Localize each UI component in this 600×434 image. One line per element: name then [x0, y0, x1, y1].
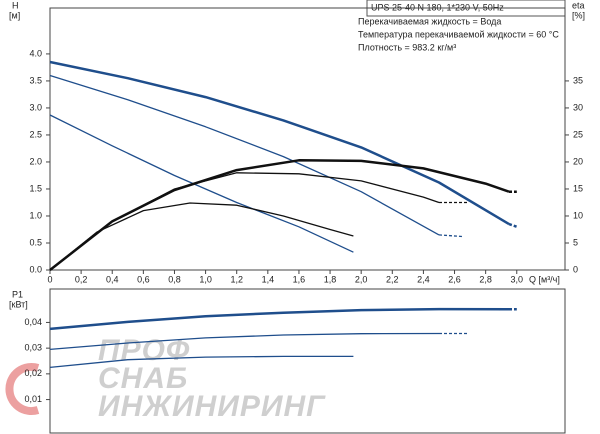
- plot-frame: [49, 288, 566, 434]
- curve: [49, 307, 510, 331]
- y-tick-label: 1.0: [29, 210, 42, 220]
- annotation: Плотность = 983.2 кг/м³: [358, 42, 456, 52]
- y2-tick-label: 10: [573, 210, 583, 220]
- x-tick-label: 1,4: [262, 274, 275, 284]
- y2-tick-label: 25: [573, 129, 583, 139]
- y2-tick-label: 35: [573, 75, 583, 85]
- watermark: ПРОФ СНАБ ИНЖИНИРИНГ: [5, 334, 326, 423]
- plot-frame: [49, 7, 566, 271]
- y2-tick-label: 15: [573, 183, 583, 193]
- curve: [508, 222, 518, 228]
- curve: [49, 332, 440, 351]
- x-axis-label: Q [м³/ч]: [529, 274, 560, 284]
- annotation: Температура перекачиваемой жидкости = 60…: [358, 29, 559, 39]
- y-tick-label: 2.5: [29, 129, 42, 139]
- x-tick-label: 2,0: [355, 274, 368, 284]
- annotation: Перекачиваемая жидкость = Вода: [358, 16, 501, 26]
- y-tick-label: 0,01: [24, 394, 42, 404]
- y-tick-label: 4.0: [29, 48, 42, 58]
- curve: [49, 202, 354, 271]
- curve: [49, 114, 354, 253]
- x-tick-label: 2,6: [448, 274, 461, 284]
- y-tick-label: 3.0: [29, 102, 42, 112]
- x-tick-label: 0: [47, 274, 52, 284]
- y2-tick-label: 5: [573, 237, 578, 247]
- curve: [49, 60, 510, 226]
- y-tick-label: 1.5: [29, 183, 42, 193]
- chart-title: UPS 25-40 N 180, 1*230 V, 50Hz: [371, 2, 504, 12]
- y2-axis-unit: [%]: [572, 10, 585, 20]
- x-tick-label: 1,2: [230, 274, 243, 284]
- x-tick-label: 2,2: [386, 274, 399, 284]
- y-tick-label: 0.0: [29, 264, 42, 274]
- x-tick-label: 3,0: [511, 274, 524, 284]
- x-tick-label: 1,8: [324, 274, 337, 284]
- curve: [49, 172, 440, 271]
- watermark-logo: [5, 363, 40, 415]
- y-tick-label: 2.0: [29, 156, 42, 166]
- x-tick-label: 2,4: [417, 274, 430, 284]
- watermark-text: СНАБ: [98, 362, 188, 395]
- x-tick-label: 0,8: [168, 274, 181, 284]
- y-tick-label: 0,04: [24, 317, 42, 327]
- x-tick-label: 1,0: [199, 274, 212, 284]
- x-tick-label: 0,6: [137, 274, 150, 284]
- y-axis-label: P1: [12, 289, 23, 299]
- y-axis-label: H: [12, 0, 19, 10]
- curve: [49, 355, 354, 369]
- x-tick-label: 2,8: [479, 274, 492, 284]
- y-tick-label: 0.5: [29, 237, 42, 247]
- y-tick-label: 0,03: [24, 343, 42, 353]
- x-tick-label: 1,6: [293, 274, 306, 284]
- x-tick-label: 0,4: [106, 274, 119, 284]
- y2-tick-label: 30: [573, 102, 583, 112]
- y-axis-unit: [м]: [9, 10, 20, 20]
- watermark-text: ИНЖИНИРИНГ: [98, 390, 326, 423]
- y-tick-label: 0,02: [24, 368, 42, 378]
- y-tick-label: 3.5: [29, 75, 42, 85]
- y2-tick-label: 20: [573, 156, 583, 166]
- y2-axis-label: eta: [572, 0, 585, 10]
- x-tick-label: 0,2: [75, 274, 88, 284]
- curve: [49, 74, 440, 236]
- y2-tick-label: 0: [573, 264, 578, 274]
- curve: [438, 234, 463, 238]
- y-axis-unit: [кВт]: [9, 299, 28, 309]
